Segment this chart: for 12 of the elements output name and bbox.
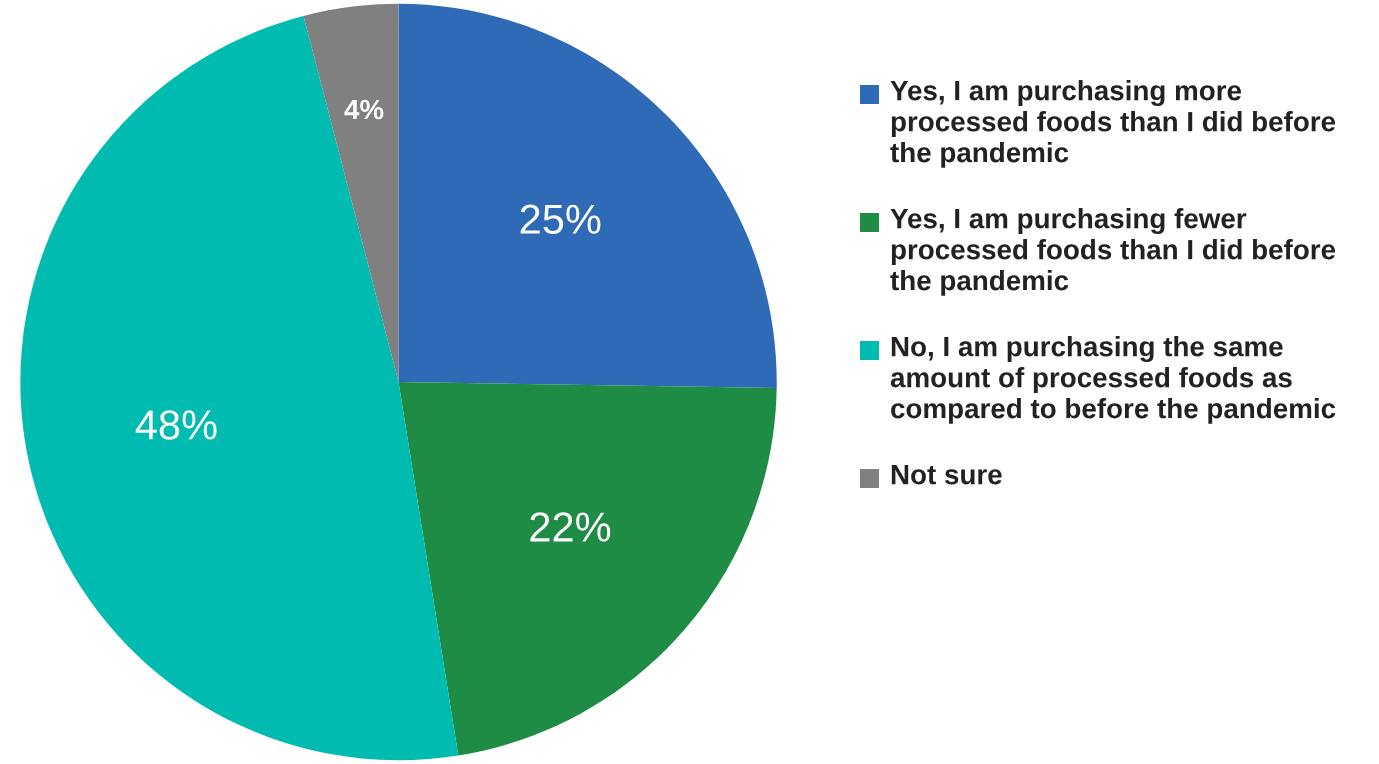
- legend-label: Not sure: [891, 465, 1002, 485]
- pie-slice: [398, 3, 777, 388]
- data-label: 4%: [344, 99, 384, 120]
- pie-slice: [303, 3, 399, 382]
- pie-slice: [398, 382, 777, 756]
- legend-label: No, I am purchasing the same amount of processed foods as compared to before the pandemic: [890, 336, 1336, 424]
- pie-slice: [20, 15, 459, 761]
- data-label: 22%: [530, 512, 611, 542]
- data-label: 48%: [135, 410, 217, 440]
- legend-label: Yes, I am purchasing fewer processed foods than I did before the pandemic: [890, 208, 1336, 296]
- legend-label: Yes, I am purchasing more processed foods than I did before the pandemic: [890, 80, 1336, 168]
- data-label: 25%: [520, 204, 601, 234]
